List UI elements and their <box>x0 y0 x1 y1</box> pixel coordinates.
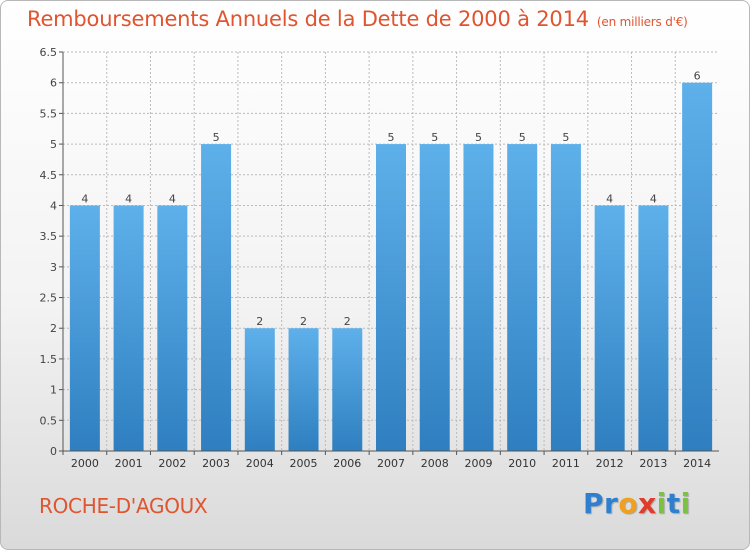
x-tick-label: 2009 <box>464 457 492 470</box>
bar <box>419 144 450 452</box>
x-tick-label: 2012 <box>596 457 624 470</box>
bar-value-label: 5 <box>388 131 395 144</box>
labels: 0 0.5 1 1.5 2 2.5 3 3.5 4 4.5 5 5.5 6 6.5 4 2000 4 2001 4 2… <box>40 46 712 470</box>
proxiti-logo: Proxiti <box>583 487 691 520</box>
bar-value-label: 5 <box>213 131 220 144</box>
bar <box>157 205 188 451</box>
bar-value-label: 5 <box>562 131 569 144</box>
bar <box>201 144 232 452</box>
unit-note: (en milliers d'€) <box>596 15 688 29</box>
y-tick-label: 0 <box>50 445 57 458</box>
x-tick-label: 2000 <box>71 457 99 470</box>
bar-value-label: 4 <box>169 192 176 205</box>
x-tick-label: 2004 <box>246 457 274 470</box>
y-tick-label: 5.5 <box>40 107 58 120</box>
chart-title: Remboursements Annuels de la Dette de 20… <box>27 7 589 31</box>
logo-letter: i <box>680 487 691 520</box>
x-tick-label: 2005 <box>290 457 318 470</box>
y-tick-label: 4.5 <box>40 169 58 182</box>
y-tick-label: 6.5 <box>40 46 58 59</box>
bar-value-label: 4 <box>606 192 613 205</box>
x-tick-label: 2002 <box>158 457 186 470</box>
bar-value-label: 5 <box>431 131 438 144</box>
logo-letter: x <box>638 487 657 520</box>
bar <box>638 205 669 451</box>
bar <box>507 144 538 452</box>
y-tick-label: 3.5 <box>40 230 58 243</box>
bar <box>682 82 713 451</box>
bar-value-label: 6 <box>694 70 701 83</box>
y-tick-label: 2 <box>50 322 57 335</box>
logo-letter: o <box>618 487 639 520</box>
bar <box>550 144 581 452</box>
bars <box>69 82 713 452</box>
x-tick-label: 2008 <box>421 457 449 470</box>
y-tick-label: 6 <box>50 77 57 90</box>
bar-value-label: 2 <box>300 315 307 328</box>
bar-value-label: 2 <box>256 315 263 328</box>
logo-letter: r <box>604 487 619 520</box>
x-tick-label: 2001 <box>115 457 143 470</box>
x-tick-label: 2014 <box>683 457 711 470</box>
x-tick-label: 2007 <box>377 457 405 470</box>
bar-value-label: 4 <box>650 192 657 205</box>
y-tick-label: 3 <box>50 261 57 274</box>
bar <box>376 144 406 452</box>
bar <box>594 205 625 451</box>
x-tick-label: 2011 <box>552 457 580 470</box>
chart-title-wrap: Remboursements Annuels de la Dette de 20… <box>27 7 688 31</box>
y-tick-label: 1.5 <box>40 353 58 366</box>
logo-letter: i <box>656 487 667 520</box>
y-tick-label: 2.5 <box>40 292 58 305</box>
x-tick-label: 2003 <box>202 457 230 470</box>
x-tick-label: 2006 <box>333 457 361 470</box>
bar-value-label: 5 <box>519 131 526 144</box>
bar <box>69 205 100 451</box>
bar <box>113 205 144 451</box>
bar-value-label: 4 <box>81 192 88 205</box>
bar <box>288 328 319 451</box>
y-tick-label: 4 <box>50 199 57 212</box>
bar-value-label: 2 <box>344 315 351 328</box>
bar <box>332 328 363 451</box>
logo-letter: P <box>583 487 605 520</box>
y-tick-label: 5 <box>50 138 57 151</box>
bar <box>244 328 275 451</box>
bar-value-label: 4 <box>125 192 132 205</box>
bar-value-label: 5 <box>475 131 482 144</box>
axes <box>59 51 719 455</box>
commune-name: ROCHE-D'AGOUX <box>39 494 208 518</box>
bar <box>463 144 494 452</box>
x-tick-label: 2013 <box>639 457 667 470</box>
x-tick-label: 2010 <box>508 457 536 470</box>
y-tick-label: 1 <box>50 384 57 397</box>
logo-letter: t <box>666 487 681 520</box>
y-tick-label: 0.5 <box>40 414 58 427</box>
